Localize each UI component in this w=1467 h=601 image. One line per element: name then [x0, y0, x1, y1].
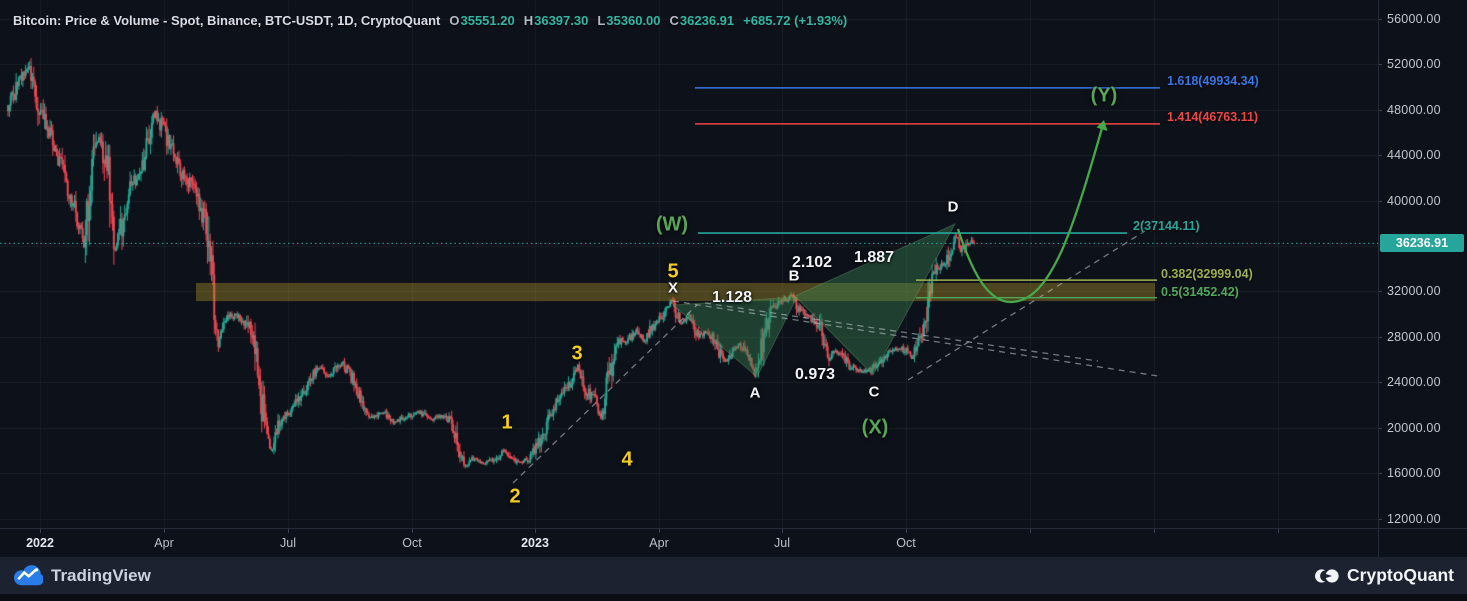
- tradingview-brand[interactable]: TradingView: [13, 565, 151, 586]
- pattern-point-label-X[interactable]: X: [667, 279, 679, 297]
- ohlc-item: C 36236.91: [669, 13, 735, 28]
- ohlc-values: O 35551.20 H 36397.30 L 35360.00 C 36236.91: [449, 13, 734, 28]
- time-tick-mark: [906, 529, 907, 533]
- ratio-label[interactable]: 0.973: [794, 366, 836, 383]
- pattern-point-label-A[interactable]: A: [749, 384, 761, 402]
- time-tick-label: Oct: [896, 536, 916, 550]
- ratio-label[interactable]: 2.102: [791, 254, 833, 271]
- time-tick-label: Oct: [402, 536, 422, 550]
- price-tick-label: 32000.00: [1387, 284, 1441, 299]
- time-tick-mark: [1030, 529, 1031, 533]
- pattern-point-label-D[interactable]: D: [947, 198, 959, 216]
- wave-pattern-triangle[interactable]: [671, 296, 798, 378]
- wave-label-4[interactable]: 4: [621, 448, 633, 471]
- time-tick-label: Apr: [154, 536, 174, 550]
- time-tick-mark: [1278, 529, 1279, 533]
- ohlc-item: H 36397.30: [523, 13, 589, 28]
- cryptoquant-logo-icon: [1315, 568, 1339, 583]
- price-tick-mark: [1378, 427, 1382, 429]
- tradingview-watermark: TradingView: [51, 565, 151, 585]
- dashed-trendline[interactable]: [704, 302, 1099, 362]
- symbol-ohlc-bar: Bitcoin: Price & Volume - Spot, Binance,…: [13, 13, 847, 28]
- price-tick-mark: [1378, 64, 1382, 66]
- fib-retracement-label: 0.382(32999.04): [1161, 267, 1253, 282]
- wave-label-2[interactable]: 2: [509, 485, 521, 508]
- tradingview-logo-icon: [13, 565, 43, 586]
- price-tick-mark: [1378, 473, 1382, 475]
- time-tick-label: Jul: [280, 536, 296, 550]
- time-tick-mark: [164, 529, 165, 533]
- projection-arrowhead: [1096, 120, 1108, 131]
- price-tick-label: 56000.00: [1387, 12, 1441, 26]
- time-tick-mark: [782, 529, 783, 533]
- price-tick-label: 40000.00: [1387, 193, 1441, 208]
- price-tick-label: 44000.00: [1387, 148, 1441, 163]
- time-tick-mark: [535, 529, 536, 533]
- price-tick-mark: [1378, 382, 1382, 384]
- ratio-label[interactable]: 1.128: [711, 289, 753, 306]
- wave-pattern-triangle[interactable]: [794, 222, 957, 376]
- target-price-label: 2(37144.11): [1133, 219, 1200, 234]
- watermark-bar: TradingView CryptoQuant: [0, 557, 1467, 594]
- price-tick-mark: [1378, 518, 1382, 520]
- wave-label-5[interactable]: 5: [667, 260, 679, 283]
- price-change: +685.72 (+1.93%): [743, 13, 848, 28]
- price-tick-mark: [1378, 336, 1382, 338]
- pattern-point-label-B[interactable]: B: [788, 267, 800, 285]
- time-tick-label: 2023: [521, 536, 549, 550]
- price-tick-mark: [1378, 291, 1382, 293]
- dashed-trendline[interactable]: [672, 300, 1159, 377]
- last-price-badge: 36236.91: [1380, 234, 1464, 253]
- price-tick-mark: [1378, 109, 1382, 111]
- price-chart-pane[interactable]: 1 2 3 4 5 X A B C D 1.128 2.102 1.887 0.973 (W) (X) (Y) 1…: [0, 0, 1378, 528]
- price-tick-mark: [1378, 19, 1382, 20]
- dashed-trendline[interactable]: [907, 230, 1146, 381]
- price-tick-label: 12000.00: [1387, 511, 1441, 526]
- time-tick-mark: [40, 529, 41, 533]
- projection-curve[interactable]: [956, 127, 1104, 304]
- fib-extension-label: 1.618(49934.34): [1167, 73, 1259, 88]
- cycle-wave-label[interactable]: (W): [655, 213, 689, 236]
- cycle-wave-label[interactable]: (X): [861, 416, 889, 439]
- wave-label-1[interactable]: 1: [501, 411, 513, 434]
- time-tick-mark: [1154, 529, 1155, 533]
- time-tick-label: 2022: [26, 536, 54, 550]
- time-tick-label: Apr: [649, 536, 669, 550]
- ohlc-item: L 35360.00: [597, 13, 661, 28]
- cycle-wave-label[interactable]: (Y): [1090, 84, 1118, 107]
- footer-edge: [0, 594, 1467, 601]
- time-tick-label: Jul: [774, 536, 790, 550]
- dashed-trendline[interactable]: [512, 304, 698, 484]
- price-tick-label: 20000.00: [1387, 420, 1441, 435]
- fib-retracement-label: 0.5(31452.42): [1161, 284, 1239, 299]
- ratio-label[interactable]: 1.887: [853, 249, 895, 266]
- price-tick-label: 52000.00: [1387, 57, 1441, 72]
- time-tick-mark: [659, 529, 660, 533]
- price-tick-label: 48000.00: [1387, 102, 1441, 117]
- ohlc-item: O 35551.20: [449, 13, 515, 28]
- pattern-point-label-C[interactable]: C: [868, 383, 880, 401]
- fib-extension-label: 1.414(46763.11): [1167, 109, 1259, 124]
- price-tick-label: 16000.00: [1387, 466, 1441, 481]
- drawings-overlay: [0, 87, 1378, 484]
- cryptoquant-brand[interactable]: CryptoQuant: [1314, 565, 1454, 586]
- time-tick-mark: [412, 529, 413, 533]
- time-axis[interactable]: 2022 Apr Jul Oct 2023 Apr Jul Oct: [0, 528, 1467, 557]
- price-tick-label: 24000.00: [1387, 375, 1441, 390]
- price-tick-mark: [1378, 200, 1382, 202]
- wave-label-3[interactable]: 3: [571, 342, 583, 365]
- axis-border: [1378, 0, 1379, 557]
- price-tick-mark: [1378, 155, 1382, 157]
- price-axis[interactable]: 36236.91 56000.00 52000.00 48000.00 44000.0…: [1378, 0, 1467, 528]
- symbol-title: Bitcoin: Price & Volume - Spot, Binance,…: [13, 13, 441, 28]
- supply-zone-band[interactable]: [196, 282, 1155, 302]
- cryptoquant-watermark: CryptoQuant: [1347, 565, 1454, 585]
- price-tick-label: 28000.00: [1387, 329, 1441, 344]
- time-tick-mark: [288, 529, 289, 533]
